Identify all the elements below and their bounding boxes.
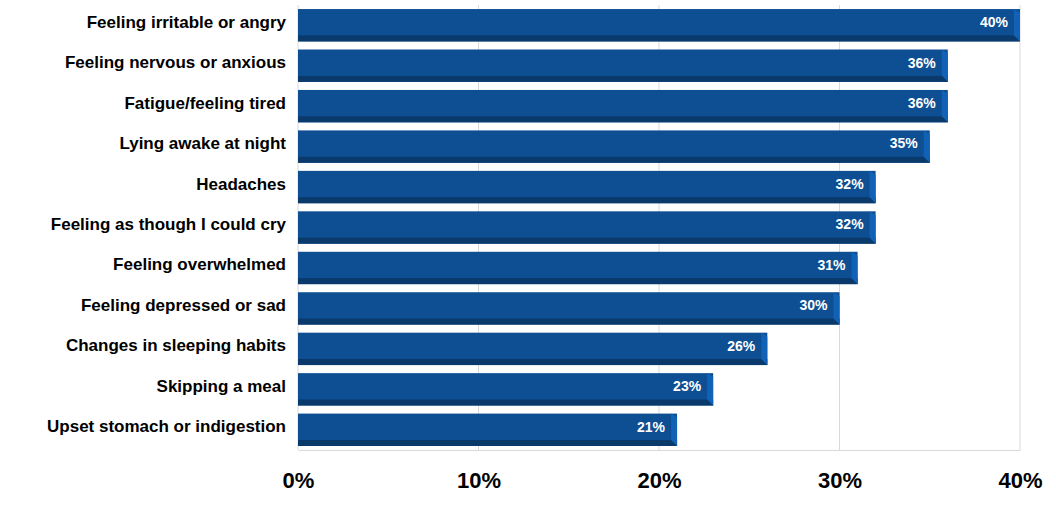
x-tick-label: 40% — [998, 468, 1042, 493]
data-label: 23% — [673, 378, 702, 394]
y-axis: Feeling irritable or angry Feeling nervou… — [47, 6, 298, 451]
data-label: 26% — [727, 338, 756, 354]
bar-cap — [852, 252, 858, 284]
bar-shade — [298, 440, 677, 446]
data-label: 32% — [836, 216, 865, 232]
bar-cap — [942, 90, 948, 122]
bar-cap — [761, 333, 767, 365]
data-label: 35% — [890, 135, 919, 151]
x-tick-label: 20% — [637, 468, 681, 493]
bar-shade — [298, 76, 948, 82]
y-tick: Fatigue/feeling tired — [124, 94, 298, 113]
y-tick: Skipping a meal — [157, 377, 298, 396]
x-tick: 30% — [818, 450, 862, 493]
y-tick-label: Feeling depressed or sad — [81, 296, 286, 315]
data-label: 31% — [818, 257, 847, 273]
data-label: 32% — [836, 176, 865, 192]
bar-cap — [834, 292, 840, 324]
bar-shade — [298, 197, 876, 203]
data-label: 36% — [908, 95, 937, 111]
data-label: 30% — [799, 297, 828, 313]
chart: 40% 36% 36% 35% 32% 32% 31% 30% 26% 23% 21% Feeling… — [0, 0, 1056, 510]
bar — [298, 211, 876, 243]
bar-cap — [942, 50, 948, 82]
y-tick: Feeling as though I could cry — [51, 215, 298, 234]
y-tick-label: Feeling irritable or angry — [87, 13, 287, 32]
bar-cap — [1014, 9, 1020, 41]
plot: 40% 36% 36% 35% 32% 32% 31% 30% 26% 23% 21% Feeling… — [47, 5, 1043, 493]
y-tick-label: Skipping a meal — [157, 377, 286, 396]
bar — [298, 373, 713, 405]
bar-cap — [924, 130, 930, 162]
bar-shade — [298, 116, 948, 122]
bar-shade — [298, 278, 858, 284]
bar-shade — [298, 238, 876, 244]
bar — [298, 90, 948, 122]
x-tick-label: 10% — [457, 468, 501, 493]
bar-cap — [870, 171, 876, 203]
x-tick: 20% — [637, 450, 681, 493]
x-tick-label: 0% — [283, 468, 315, 493]
grid-line — [1020, 5, 1021, 450]
bar — [298, 333, 767, 365]
y-tick: Feeling overwhelmed — [113, 255, 298, 274]
data-labels: 40% 36% 36% 35% 32% 32% 31% 30% 26% 23% 21% — [637, 14, 1009, 435]
bar — [298, 50, 948, 82]
x-tick-label: 30% — [818, 468, 862, 493]
bar-cap — [671, 414, 677, 446]
bar-shade — [298, 359, 767, 365]
y-axis-line — [298, 6, 299, 451]
x-tick: 40% — [998, 450, 1042, 493]
bar-cap — [707, 373, 713, 405]
bar-shade — [298, 157, 930, 163]
data-label: 36% — [908, 55, 937, 71]
y-tick-label: Upset stomach or indigestion — [47, 417, 286, 436]
y-tick: Headaches — [196, 175, 298, 194]
bar-shade — [298, 319, 840, 325]
x-tick: 0% — [283, 450, 315, 493]
y-tick: Feeling irritable or angry — [87, 13, 298, 32]
bar — [298, 292, 840, 324]
x-axis: 0% 10% 20% 30% 40% — [283, 450, 1043, 493]
bar — [298, 414, 677, 446]
bar-shade — [298, 400, 713, 406]
bar — [298, 130, 930, 162]
y-tick-label: Feeling nervous or anxious — [65, 53, 286, 72]
y-tick-label: Feeling as though I could cry — [51, 215, 287, 234]
bars — [298, 9, 1020, 446]
y-tick: Feeling depressed or sad — [81, 296, 298, 315]
bar — [298, 9, 1020, 41]
data-label: 40% — [980, 14, 1009, 30]
y-tick-label: Fatigue/feeling tired — [124, 94, 286, 113]
x-tick: 10% — [457, 450, 501, 493]
y-tick-label: Feeling overwhelmed — [113, 255, 286, 274]
y-tick-label: Changes in sleeping habits — [66, 336, 286, 355]
bar-shade — [298, 35, 1020, 41]
y-tick-label: Lying awake at night — [119, 134, 286, 153]
x-axis-line — [299, 450, 1021, 451]
y-tick: Changes in sleeping habits — [66, 336, 298, 355]
bar-cap — [870, 211, 876, 243]
y-tick: Upset stomach or indigestion — [47, 417, 298, 436]
y-tick: Lying awake at night — [119, 134, 298, 153]
y-tick: Feeling nervous or anxious — [65, 53, 298, 72]
y-tick-label: Headaches — [196, 175, 286, 194]
bar — [298, 252, 858, 284]
data-label: 21% — [637, 419, 666, 435]
bar — [298, 171, 876, 203]
grid — [298, 5, 1020, 450]
